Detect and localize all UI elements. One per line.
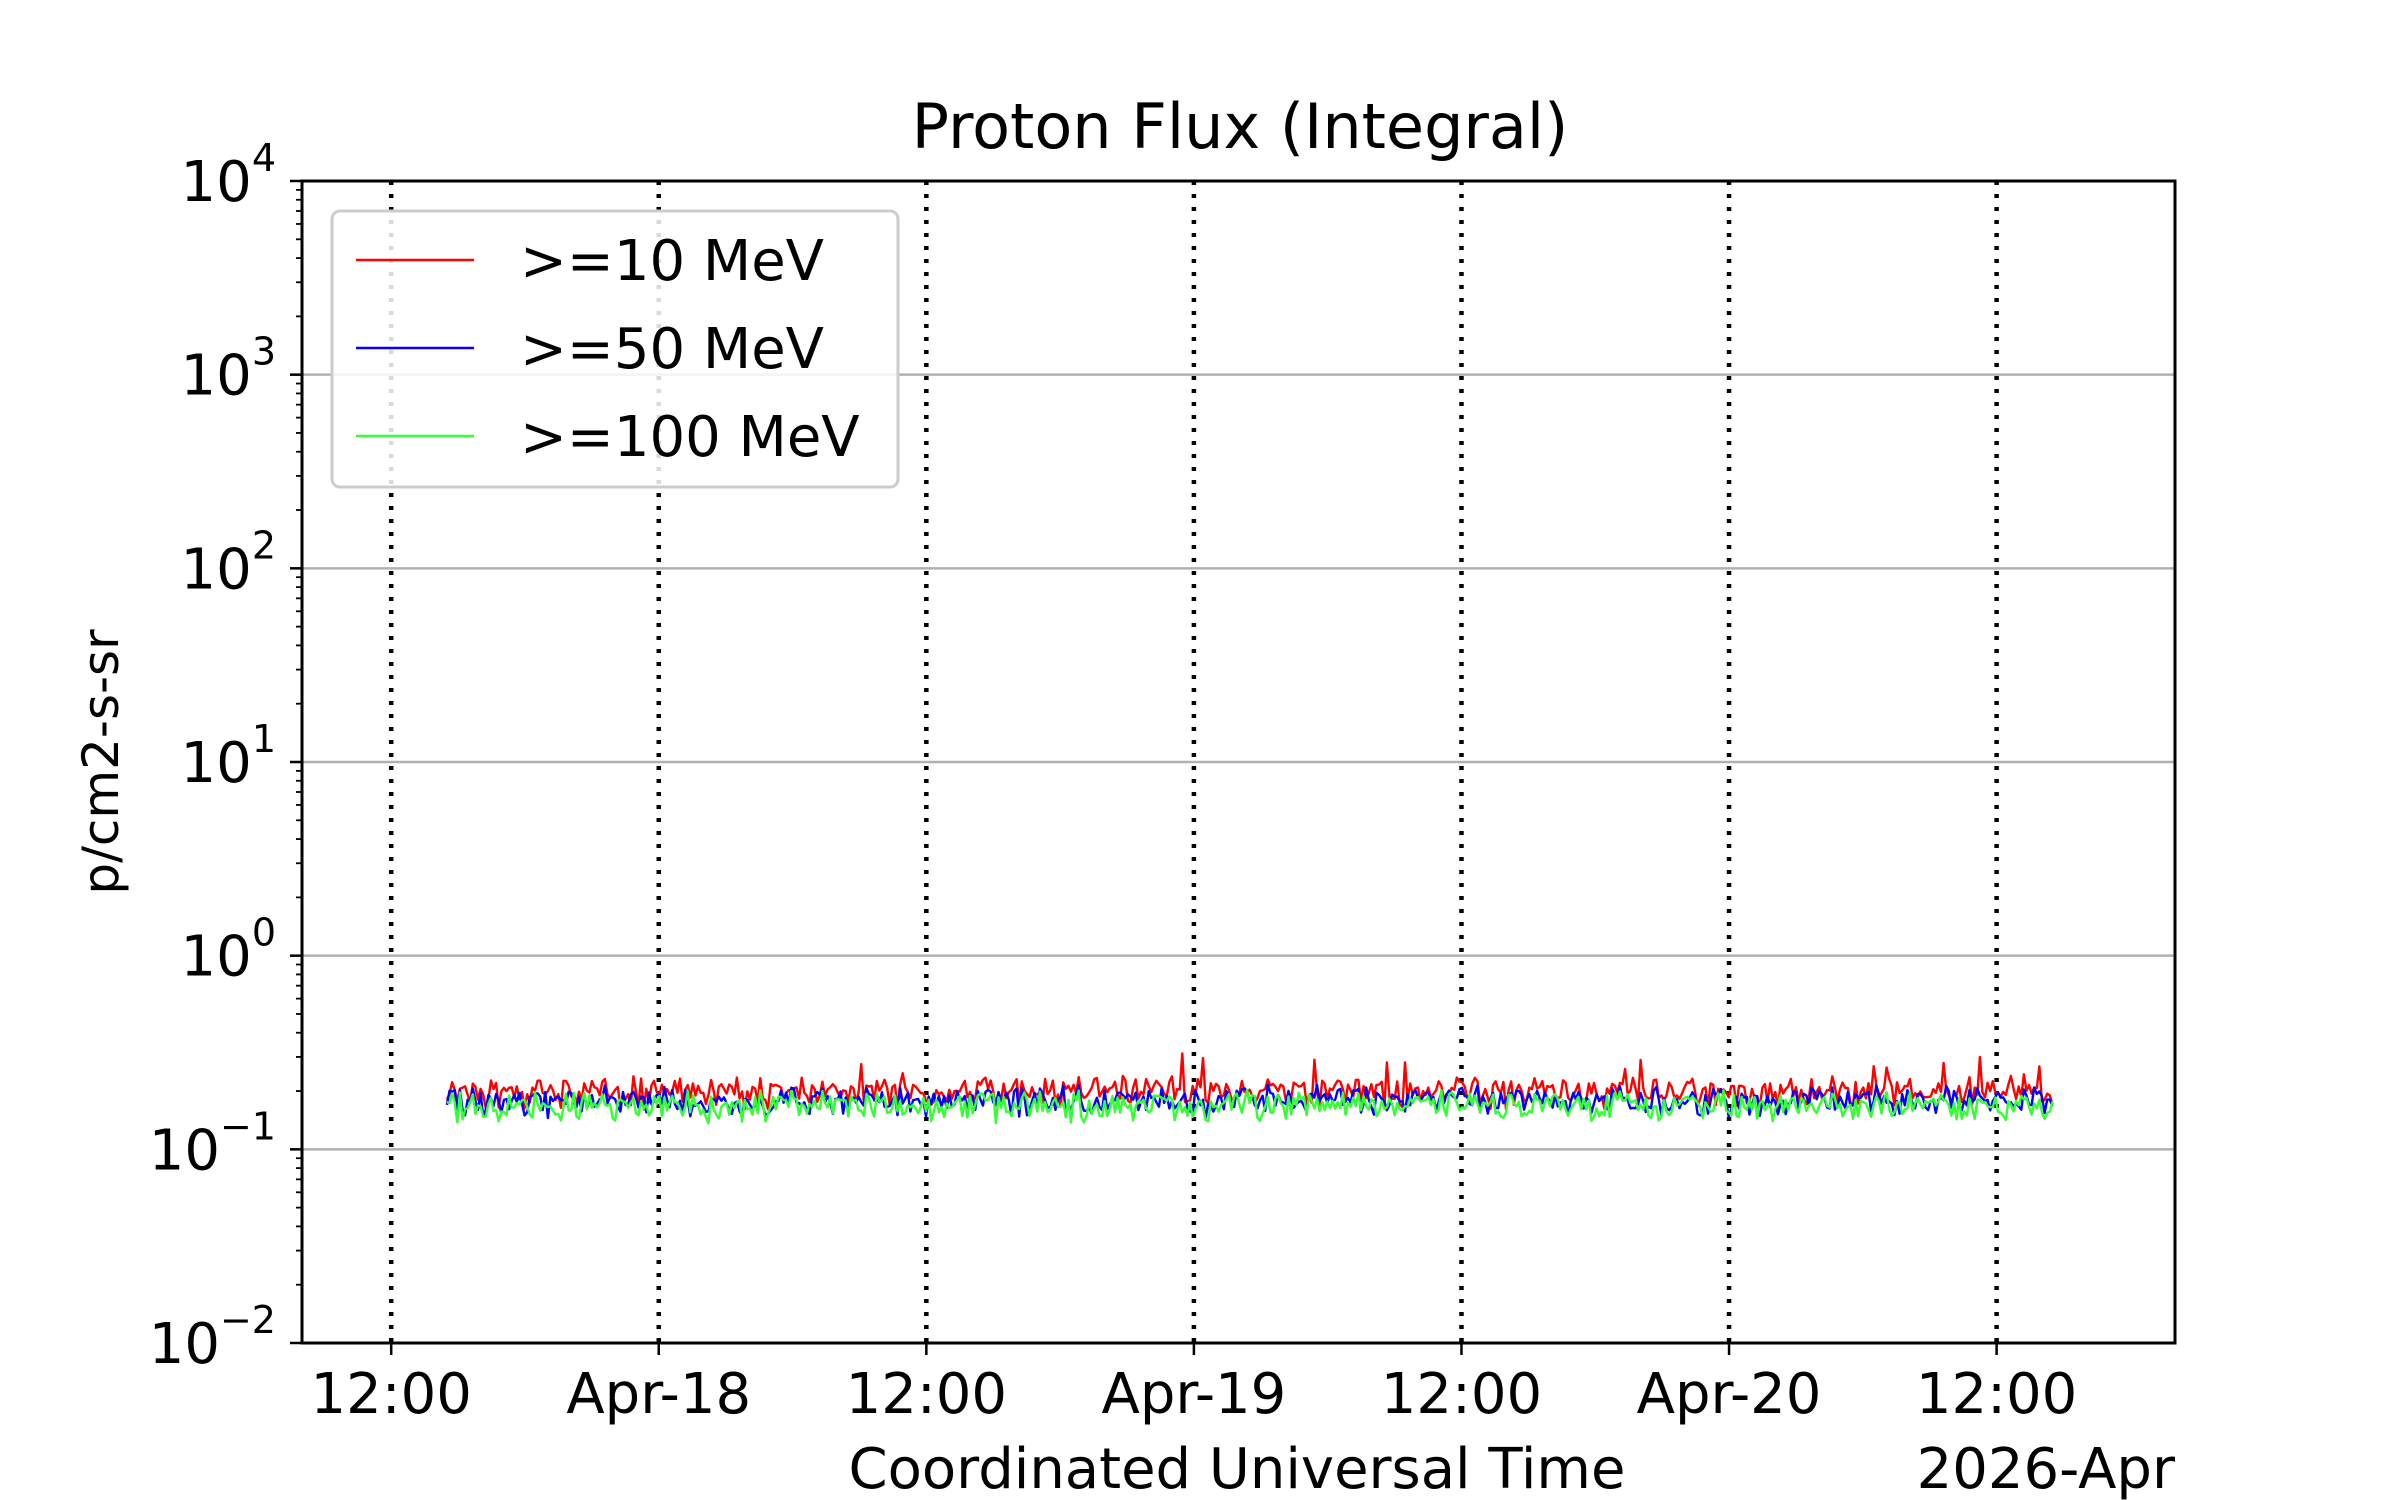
y-tick-label: 101 xyxy=(181,717,276,796)
x-tick-label: Apr-20 xyxy=(1637,1362,1822,1427)
x-tick-label: 12:00 xyxy=(1916,1362,2077,1427)
y-tick-label: 10−2 xyxy=(149,1298,276,1377)
legend-label: >=10 MeV xyxy=(520,229,824,294)
x-tick-label: 12:00 xyxy=(846,1362,1007,1427)
x-offset-label: 2026-Apr xyxy=(1917,1437,2176,1500)
legend-box xyxy=(330,209,900,489)
chart-title: Proton Flux (Integral) xyxy=(912,90,1569,163)
legend-label: >=50 MeV xyxy=(520,317,824,382)
legend: >=10 MeV >=50 MeV >=100 MeV xyxy=(330,209,900,489)
x-axis-label: Coordinated Universal Time xyxy=(849,1437,1626,1500)
series-line-1 xyxy=(445,1052,2054,1111)
series-line-3 xyxy=(446,1088,2054,1125)
x-tick-label: 12:00 xyxy=(310,1362,471,1427)
legend-label: >=100 MeV xyxy=(520,405,860,470)
y-tick-label: 10−1 xyxy=(149,1104,276,1183)
x-tick-label: Apr-18 xyxy=(566,1362,751,1427)
x-axis: 12:00 Apr-18 12:00 Apr-19 12:00 Apr-20 12:00 xyxy=(310,1343,2077,1427)
grid-layer xyxy=(302,181,2175,1343)
x-tick-label: Apr-19 xyxy=(1102,1362,1287,1427)
y-axis: 104 103 102 101 100 10−1 10−2 xyxy=(149,136,302,1377)
y-tick-label: 102 xyxy=(181,523,276,602)
y-tick-label: 100 xyxy=(181,911,276,990)
y-tick-label: 104 xyxy=(181,136,276,215)
y-axis-label: p/cm2-s-sr xyxy=(72,629,130,895)
series-layer xyxy=(445,1052,2054,1125)
y-tick-label: 103 xyxy=(181,330,276,409)
x-tick-label: 12:00 xyxy=(1381,1362,1542,1427)
